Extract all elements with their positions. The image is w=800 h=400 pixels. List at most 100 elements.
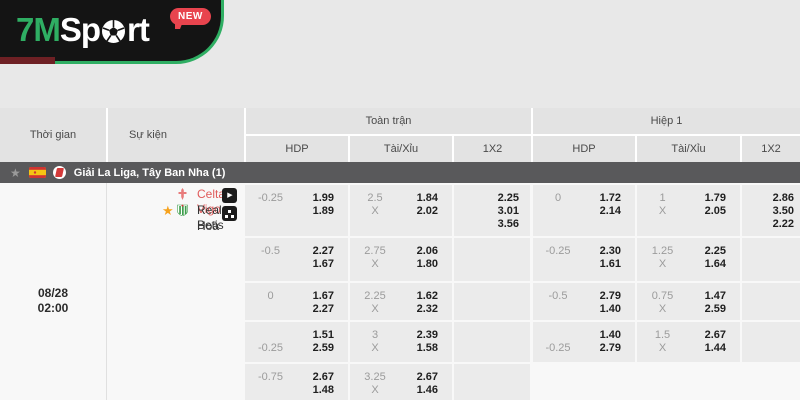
odds-cell[interactable]: [454, 283, 530, 320]
odds-cell[interactable]: [742, 283, 800, 320]
site-logo-text: 7MSp rt: [16, 11, 150, 52]
table-body: 08/28 02:00 Celta Vigo ★ Real Betis Hoà …: [0, 183, 800, 400]
line-value: [533, 258, 577, 271]
logo-sport-post: rt: [127, 11, 150, 48]
odds-value[interactable]: 2.14: [599, 205, 621, 217]
odds-cell[interactable]: 2.25 3.01 3.56: [454, 185, 530, 236]
new-badge: NEW: [170, 8, 211, 29]
odds-cell[interactable]: [742, 322, 800, 362]
odds-cell[interactable]: 2.25 1.62 X 2.32: [350, 283, 452, 320]
draw-label: Hoà: [197, 219, 220, 233]
logo-7m: 7M: [16, 11, 61, 48]
line-value: [533, 205, 577, 218]
league-favorite-star-icon[interactable]: ★: [10, 165, 21, 180]
odds-value[interactable]: 2.67: [704, 329, 726, 341]
match-date: 08/28: [37, 286, 69, 300]
odds-value[interactable]: 1.44: [704, 342, 726, 354]
odds-value[interactable]: 2.39: [416, 329, 438, 341]
odds-cell[interactable]: 1.51 -0.25 2.59: [245, 322, 348, 362]
odds-value[interactable]: 2.86: [772, 192, 794, 204]
odds-value[interactable]: 2.27: [312, 245, 334, 257]
odds-value[interactable]: 1.72: [599, 192, 621, 204]
odds-cell[interactable]: 3.25 2.67 X 1.46: [350, 364, 452, 400]
odds-value[interactable]: 1.67: [312, 290, 334, 302]
odds-value[interactable]: 2.67: [312, 371, 334, 383]
line-value: 1.25: [651, 245, 674, 257]
odds-cell[interactable]: -0.25 2.30 1.61: [533, 238, 635, 281]
odds-cell[interactable]: 0.75 1.47 X 2.59: [637, 283, 740, 320]
col-header-1x2-full: 1X2: [454, 136, 531, 162]
odds-cell[interactable]: 2.75 2.06 X 1.80: [350, 238, 452, 281]
line-value: X: [371, 205, 379, 217]
odds-value[interactable]: 1.46: [416, 384, 438, 396]
line-value: -0.25: [545, 342, 571, 354]
line-value: X: [371, 303, 379, 315]
line-value: 2.75: [364, 245, 386, 257]
live-play-button[interactable]: ▶: [222, 188, 237, 203]
odds-value[interactable]: 1.47: [704, 290, 726, 302]
favorite-star-icon[interactable]: ★: [162, 203, 174, 218]
odds-value[interactable]: 2.27: [312, 303, 334, 315]
odds-cell[interactable]: 2.86 3.50 2.22: [742, 185, 800, 236]
odds-cell[interactable]: -0.25 1.99 1.89: [245, 185, 348, 236]
odds-cell[interactable]: 2.5 1.84 X 2.02: [350, 185, 452, 236]
celta-vigo-crest-icon: [177, 188, 188, 200]
odds-value[interactable]: 2.05: [704, 205, 726, 217]
odds-value[interactable]: 2.25: [497, 192, 519, 204]
line-value: [533, 329, 577, 342]
odds-cell[interactable]: [454, 322, 530, 362]
odds-value[interactable]: 1.89: [312, 205, 334, 217]
odds-cell[interactable]: [454, 238, 530, 281]
odds-value[interactable]: 2.79: [599, 342, 621, 354]
odds-value[interactable]: 2.22: [772, 218, 794, 230]
line-value: 2.25: [364, 290, 386, 302]
odds-value[interactable]: 1.40: [599, 303, 621, 315]
odds-value[interactable]: 1.99: [312, 192, 334, 204]
odds-cell[interactable]: -0.5 2.79 1.40: [533, 283, 635, 320]
odds-cell[interactable]: 1 1.79 X 2.05: [637, 185, 740, 236]
odds-value[interactable]: 2.25: [704, 245, 726, 257]
odds-value[interactable]: 1.84: [416, 192, 438, 204]
col-header-first-half: Hiệp 1: [533, 108, 800, 134]
table-header: Thời gian Sự kiện Toàn trận Hiệp 1 HDP T…: [0, 108, 800, 162]
odds-value[interactable]: 1.48: [312, 384, 334, 396]
odds-value[interactable]: 1.61: [599, 258, 621, 270]
odds-cell[interactable]: 3 2.39 X 1.58: [350, 322, 452, 362]
col-header-overunder-h1: Tài/Xỉu: [637, 136, 740, 162]
line-value: 1: [659, 192, 666, 204]
odds-value[interactable]: 1.51: [312, 329, 334, 341]
odds-value[interactable]: 2.67: [416, 371, 438, 383]
odds-cell[interactable]: [454, 364, 530, 400]
odds-cell[interactable]: 1.25 2.25 X 1.64: [637, 238, 740, 281]
odds-value[interactable]: 1.40: [599, 329, 621, 341]
lineup-stats-button[interactable]: [222, 206, 237, 221]
odds-value[interactable]: 2.32: [416, 303, 438, 315]
odds-value[interactable]: 1.58: [416, 342, 438, 354]
event-cell: Celta Vigo ★ Real Betis Hoà ▶: [107, 183, 245, 400]
odds-value[interactable]: 3.50: [772, 205, 794, 217]
odds-cell[interactable]: 0 1.72 2.14: [533, 185, 635, 236]
odds-value[interactable]: 2.59: [312, 342, 334, 354]
odds-cell[interactable]: -0.75 2.67 1.48: [245, 364, 348, 400]
line-value: X: [658, 342, 667, 354]
line-value: -0.5: [261, 245, 280, 257]
odds-value[interactable]: 2.30: [599, 245, 621, 257]
odds-value[interactable]: 1.62: [416, 290, 438, 302]
odds-value[interactable]: 1.80: [416, 258, 438, 270]
odds-cell[interactable]: [742, 238, 800, 281]
odds-value[interactable]: 1.67: [312, 258, 334, 270]
odds-value[interactable]: 3.01: [497, 205, 519, 217]
odds-cell[interactable]: 1.40 -0.25 2.79: [533, 322, 635, 362]
odds-value[interactable]: 1.64: [704, 258, 726, 270]
odds-value[interactable]: 2.06: [416, 245, 438, 257]
away-team-row: ★ Real Betis: [162, 203, 245, 232]
odds-value[interactable]: 1.79: [704, 192, 726, 204]
league-row[interactable]: ★ Giải La Liga, Tây Ban Nha (1): [0, 162, 800, 183]
odds-value[interactable]: 3.56: [497, 218, 519, 230]
odds-value[interactable]: 2.02: [416, 205, 438, 217]
odds-cell[interactable]: 1.5 2.67 X 1.44: [637, 322, 740, 362]
odds-value[interactable]: 2.79: [599, 290, 621, 302]
odds-value[interactable]: 2.59: [704, 303, 726, 315]
odds-cell[interactable]: -0.5 2.27 1.67: [245, 238, 348, 281]
odds-cell[interactable]: 0 1.67 2.27: [245, 283, 348, 320]
